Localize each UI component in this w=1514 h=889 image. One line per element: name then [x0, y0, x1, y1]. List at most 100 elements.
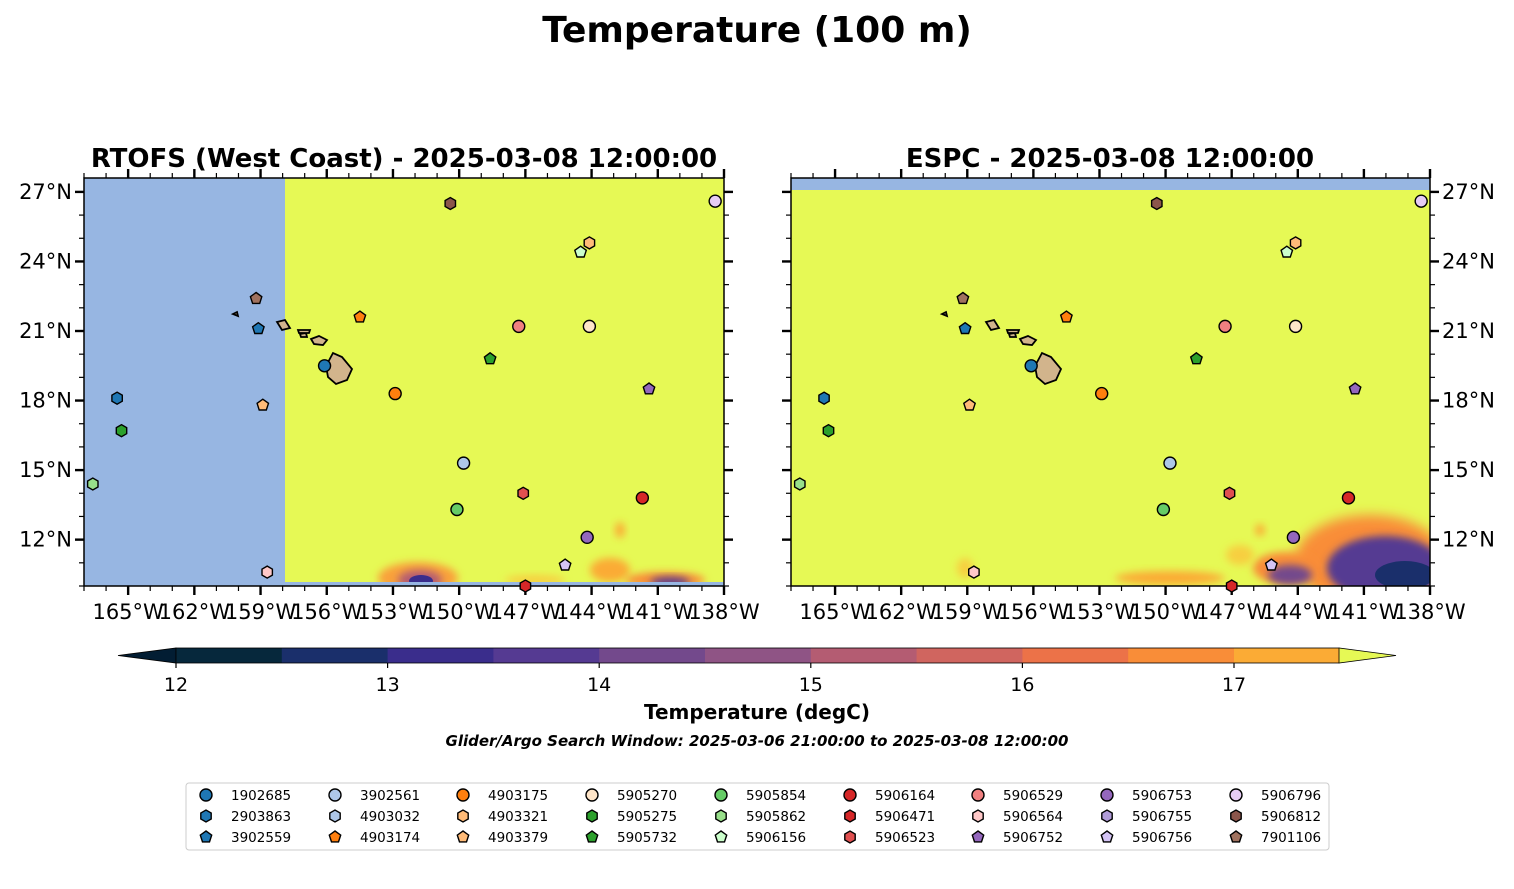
platform-marker-7901106: [249, 291, 263, 305]
platform-marker-5906753: [580, 530, 594, 545]
platform-marker-4903379: [962, 398, 977, 411]
legend-label: 4903175: [488, 788, 548, 804]
legend-marker-4903321: [457, 809, 469, 823]
legend-marker-5906755: [1101, 809, 1113, 823]
legend-marker-4903174: [328, 830, 342, 843]
x-tick-label: 159°W: [225, 600, 297, 624]
x-tick-label: 147°W: [490, 600, 562, 624]
platform-marker-5906756: [558, 558, 572, 571]
ocean-field: [791, 178, 1430, 586]
legend-label: 5906796: [1261, 788, 1321, 804]
x-tick-label: 138°W: [688, 600, 760, 624]
x-tick-label: 150°W: [423, 600, 495, 624]
x-tick-label: 159°W: [932, 600, 1004, 624]
legend-marker-1902685: [199, 788, 213, 802]
platform-marker-5906796: [1414, 194, 1428, 208]
colorbar-frame: [175, 647, 1340, 664]
platform-marker-5906156: [573, 245, 588, 258]
platform-marker-5905862: [793, 477, 806, 491]
x-tick-label: 144°W: [556, 600, 628, 624]
legend-label: 5906156: [746, 830, 806, 846]
y-tick-label: 18°N: [19, 389, 72, 413]
no-data-west: [84, 178, 285, 586]
cold-patches: [957, 515, 1430, 586]
legend-label: 5906755: [1132, 809, 1192, 825]
legend-label: 4903321: [488, 809, 548, 825]
panel-rtofs: RTOFS (West Coast) - 2025-03-08 12:00:00: [19, 144, 760, 624]
legend-label: 5906564: [1003, 809, 1063, 825]
platform-marker-5906471: [1225, 579, 1238, 593]
platform-marker-1902685: [317, 359, 332, 373]
colorbar-tick-label: 13: [376, 674, 400, 696]
axes-espc: 165°W162°W159°W156°W153°W150°W147°W144°W…: [782, 169, 1495, 624]
markers-rtofs: [86, 194, 722, 593]
y-tick-label: 27°N: [19, 180, 72, 204]
legend-marker-2903863: [200, 809, 212, 823]
colorbar-tick-label: 16: [1010, 674, 1034, 696]
platform-marker-3902561: [456, 456, 471, 470]
land-islands: [230, 310, 354, 386]
platform-marker-4903321: [583, 236, 596, 250]
x-tick-label: 153°W: [357, 600, 429, 624]
legend-label: 5906471: [875, 809, 935, 825]
x-tick-label: 165°W: [92, 600, 164, 624]
legend-marker-4903379: [456, 830, 470, 843]
colorbar-tick-label: 12: [164, 674, 188, 696]
legend-marker-4903175: [456, 788, 470, 802]
y-tick-label: 24°N: [19, 249, 72, 273]
legend-label: 1902685: [231, 788, 291, 804]
panel-espc: ESPC - 2025-03-08 12:00:00: [782, 144, 1495, 624]
x-tick-label: 141°W: [622, 600, 694, 624]
x-tick-label: 156°W: [291, 600, 363, 624]
platform-marker-4903379: [256, 398, 270, 411]
legend-label: 4903032: [360, 809, 420, 825]
platform-marker-7901106: [956, 291, 970, 305]
legend-marker-5906796: [1229, 788, 1243, 802]
legend: 1902685 2903863 3902559 3902561 4903032 49031…: [199, 788, 1321, 846]
y-tick-label: 12°N: [1442, 528, 1495, 552]
platform-marker-5906812: [1150, 196, 1163, 211]
colorbar-tick-label: 14: [587, 674, 611, 696]
legend-marker-4903032: [329, 809, 341, 823]
colorbar-bin: [493, 648, 600, 663]
legend-label: 5906756: [1132, 830, 1192, 846]
markers-espc: [793, 194, 1428, 593]
colorbar-tick-label: 15: [799, 674, 823, 696]
platform-marker-5906752: [642, 382, 656, 395]
colorbar-tick-label: 17: [1222, 674, 1246, 696]
legend-label: 4903379: [488, 830, 548, 846]
legend-label: 5905275: [617, 809, 677, 825]
platform-marker-5906796: [708, 194, 722, 208]
platform-marker-3902559: [251, 321, 265, 335]
no-data-north: [791, 178, 1430, 190]
colorbar-bin: [387, 648, 494, 663]
platform-marker-5906523: [1223, 486, 1236, 501]
legend-label: 2903863: [231, 809, 291, 825]
platform-marker-2903863: [818, 391, 830, 406]
legend-label: 4903174: [360, 830, 420, 846]
platform-marker-5906523: [517, 486, 530, 501]
x-tick-label: 162°W: [865, 600, 937, 624]
y-tick-label: 21°N: [1442, 319, 1495, 343]
colorbar-bin: [176, 648, 283, 663]
y-tick-label: 27°N: [1442, 180, 1495, 204]
search-window-note: Glider/Argo Search Window: 2025-03-06 21…: [446, 732, 1069, 750]
platform-marker-5906812: [444, 196, 457, 211]
platform-marker-5906529: [1218, 319, 1232, 334]
platform-marker-2903863: [111, 391, 124, 406]
x-tick-label: 147°W: [1196, 600, 1268, 624]
panel-title-espc: ESPC - 2025-03-08 12:00:00: [906, 144, 1314, 174]
legend-marker-5906756: [1100, 830, 1114, 843]
y-tick-label: 12°N: [19, 528, 72, 552]
legend-label: 5905732: [617, 830, 677, 846]
colorbar-bin: [1234, 648, 1340, 663]
legend-marker-5906164: [843, 788, 857, 802]
legend-marker-3902561: [328, 788, 342, 802]
platform-marker-5905862: [86, 477, 99, 491]
legend-marker-5906564: [972, 809, 984, 823]
panel-frame-rtofs: [83, 177, 725, 587]
colorbar-bin: [1128, 648, 1235, 663]
legend-label: 5905270: [617, 788, 677, 804]
platform-marker-5905732: [1189, 351, 1203, 365]
